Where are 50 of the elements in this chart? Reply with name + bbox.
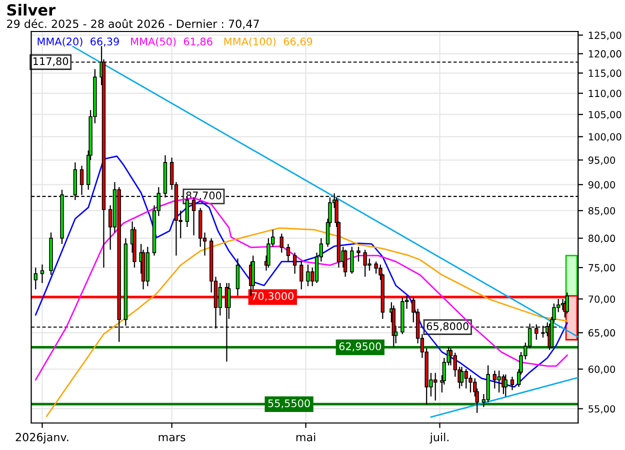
candlestick [504,374,508,398]
candlestick [286,243,290,262]
y-tick-label: 85,00 [588,207,616,216]
candlestick [510,376,514,391]
chart-subtitle: 29 déc. 2025 - 28 août 2026 - Dernier : 70,47 [7,18,259,30]
y-tick-label: 70,00 [588,295,616,304]
text: MMA(20) 66,39 [38,37,119,47]
x-tick-label: mars [158,434,186,442]
y-tick-label: 110,00 [588,90,622,98]
line-series [46,227,568,417]
candlestick [300,260,304,290]
candlestick [236,258,240,296]
y-tick-label: 80,00 [588,234,616,244]
candlestick [292,252,297,274]
candlestick [565,292,569,314]
candlestick [280,233,284,254]
chart-title: Silver [7,4,56,16]
y-tick-label: 75,00 [588,264,616,272]
candlestick [356,246,360,262]
candlestick [34,267,38,290]
x-tick-label: 2026janv. [16,432,68,444]
y-tick-label: 120,00 [588,50,622,59]
ref-line-label: 62,9500 [339,342,381,352]
candlestick [343,249,348,278]
y-tick-label: 90,00 [588,181,616,190]
ref-line-label: 65,8000 [426,322,468,332]
candlestick [40,264,44,284]
x-tick-label: mai [296,432,316,442]
x-tick-label: juil. [430,432,448,444]
y-tick-label: 105,00 [588,110,622,120]
ref-line-label: 55,5500 [268,399,310,408]
candlestick [266,238,270,268]
y-tick-label: 125,00 [588,32,622,40]
candlestick [492,370,497,390]
candlestick [460,366,464,387]
y-tick-label: 55,00 [588,405,616,414]
y-tick-label: 95,00 [588,156,616,165]
text: MMA(100) 66,69 [224,37,312,47]
candlestick [350,246,354,274]
y-tick-label: 115,00 [588,70,622,78]
candlestick [218,282,222,316]
y-tick-label: 60,00 [588,366,616,374]
text: MMA(50) 61,86 [131,37,212,47]
ref-line-label: 70,3000 [252,292,294,302]
y-tick-label: 65,00 [588,329,616,338]
candlestick [468,374,472,394]
y-tick-label: 100,00 [588,133,622,142]
ref-line-label: 117,80 [33,57,68,66]
line-series [34,155,568,388]
candlestick [306,264,310,287]
